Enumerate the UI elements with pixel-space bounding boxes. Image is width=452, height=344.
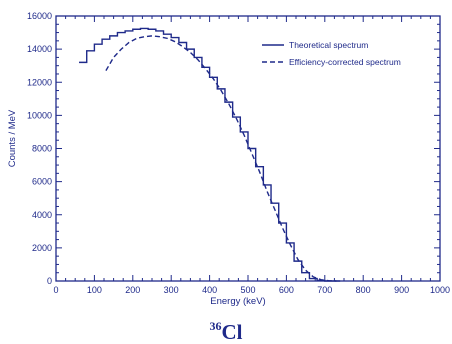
y-tick-label: 2000	[32, 243, 52, 253]
x-tick-label: 1000	[430, 285, 450, 295]
x-tick-label: 800	[356, 285, 371, 295]
x-tick-label: 200	[125, 285, 140, 295]
x-axis-label: Energy (keV)	[210, 296, 265, 307]
x-tick-label: 600	[279, 285, 294, 295]
efficiency-corrected-spectrum-line	[105, 35, 337, 282]
y-tick-label: 6000	[32, 177, 52, 187]
y-tick-label: 14000	[27, 44, 52, 54]
x-tick-label: 0	[53, 285, 58, 295]
x-tick-label: 100	[87, 285, 102, 295]
y-tick-label: 8000	[32, 144, 52, 154]
theoretical-spectrum-line	[79, 27, 341, 282]
y-tick-label: 12000	[27, 77, 52, 87]
y-tick-label: 16000	[27, 11, 52, 21]
x-tick-label: 700	[317, 285, 332, 295]
y-tick-label: 4000	[32, 210, 52, 220]
mass-number: 36	[209, 319, 222, 333]
isotope-caption: 36Cl	[0, 314, 452, 344]
y-tick-label: 0	[47, 276, 52, 286]
y-axis-label: Counts / MeV	[7, 109, 18, 167]
legend-efficiency-label: Efficiency-corrected spectrum	[289, 57, 401, 67]
y-tick-label: 10000	[27, 110, 52, 120]
x-tick-label: 900	[394, 285, 409, 295]
x-tick-label: 500	[240, 285, 255, 295]
legend-theoretical-label: Theoretical spectrum	[289, 40, 368, 50]
element-symbol: Cl	[221, 320, 243, 344]
x-tick-label: 400	[202, 285, 217, 295]
x-tick-label: 300	[164, 285, 179, 295]
